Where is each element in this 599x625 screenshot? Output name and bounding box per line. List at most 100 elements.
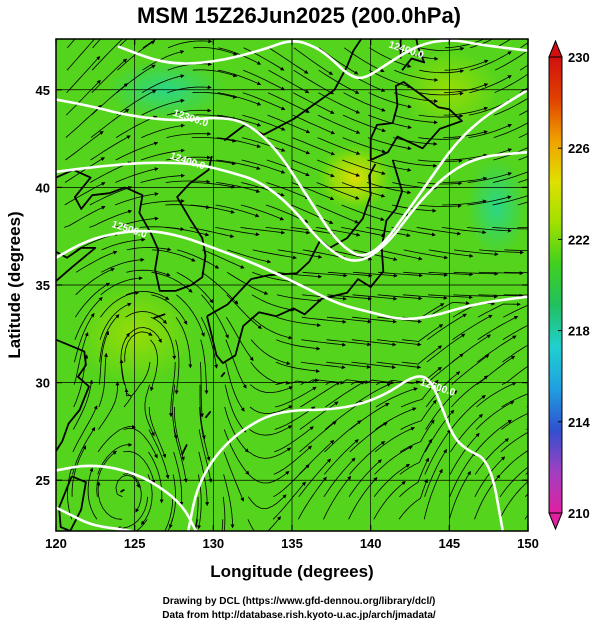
streamline (368, 69, 412, 89)
streamline (398, 478, 428, 520)
streamline (198, 451, 210, 507)
streamline (67, 465, 74, 520)
streamline (501, 393, 528, 408)
streamline (274, 426, 314, 453)
streamline (378, 249, 423, 261)
streamline (366, 204, 411, 218)
colorbar-tick-label: 222 (568, 232, 590, 247)
streamline (454, 249, 499, 257)
streamline (126, 269, 171, 277)
streamline (74, 312, 95, 363)
streamline (168, 362, 176, 418)
colorbar-min-triangle (548, 512, 563, 531)
y-axis-label: Latitude (degrees) (5, 211, 24, 358)
streamline (327, 271, 373, 278)
colorbar-tick-label: 214 (568, 415, 590, 430)
streamline (293, 69, 335, 95)
coastline-segment (220, 372, 226, 378)
streamline (125, 311, 167, 324)
coastline-segment (204, 411, 212, 419)
contour-12300.0 (56, 88, 528, 257)
streamline (87, 467, 98, 520)
streamline (100, 276, 143, 296)
streamline (378, 271, 423, 278)
streamline (443, 130, 488, 138)
streamline (375, 387, 418, 408)
streamline (115, 141, 159, 161)
streamline (225, 339, 247, 389)
streamline (201, 271, 239, 305)
streamline (323, 439, 359, 475)
streamline (247, 516, 282, 531)
coastline-segment (56, 247, 97, 282)
streamline (142, 39, 158, 49)
contour-12500.0 (186, 375, 505, 531)
streamline (399, 419, 435, 453)
streamline (349, 422, 388, 453)
coastline-segment (206, 159, 403, 364)
streamline (250, 361, 290, 385)
streamline (115, 474, 140, 498)
streamline (292, 137, 336, 156)
streamline (151, 294, 188, 325)
streamline (394, 69, 439, 82)
streamline (199, 362, 204, 418)
streamline (394, 47, 439, 61)
streamline (120, 332, 130, 385)
streamline (351, 339, 397, 347)
streamline (272, 481, 306, 520)
streamline (419, 46, 465, 51)
streamline (242, 92, 286, 111)
streamline (518, 155, 528, 161)
streamline (141, 74, 185, 94)
streamline (252, 271, 297, 284)
streamline (141, 123, 185, 138)
streamline (292, 114, 336, 135)
streamline (373, 463, 411, 498)
streamline (528, 312, 538, 317)
streamline (453, 271, 499, 276)
streamline (441, 227, 487, 235)
streamline (341, 182, 386, 198)
coastline-segment (401, 39, 426, 71)
streamline (424, 448, 447, 497)
streamline (101, 237, 146, 251)
streamline (98, 381, 120, 430)
colorbar-bar (548, 56, 563, 514)
streamline (98, 330, 110, 385)
streamline (476, 355, 516, 385)
streamline (140, 148, 185, 161)
streamline (468, 124, 513, 138)
streamline (418, 91, 464, 96)
streamline (274, 386, 317, 408)
streamline (215, 204, 260, 218)
streamline (74, 282, 110, 318)
streamline (495, 39, 512, 49)
streamline (428, 249, 474, 258)
streamline (226, 294, 262, 330)
streamline (117, 39, 128, 49)
streamline (190, 204, 235, 214)
streamline (72, 379, 94, 430)
streamline (100, 291, 140, 318)
streamline (418, 114, 464, 119)
height-contours (56, 39, 528, 531)
streamline (417, 181, 463, 186)
streamline (223, 474, 235, 529)
streamline (176, 294, 205, 337)
contour-12400.0 (117, 39, 528, 80)
streamline (493, 122, 528, 138)
streamline (148, 451, 164, 504)
streamline (427, 301, 470, 318)
streamline (494, 50, 528, 71)
streamline (241, 137, 286, 152)
streamline (519, 87, 528, 94)
streamline (369, 47, 412, 68)
streamline (75, 268, 115, 296)
streamline (293, 47, 334, 75)
streamline (478, 293, 524, 298)
streamline (91, 39, 127, 71)
streamline (71, 445, 87, 497)
streamline (291, 204, 334, 224)
